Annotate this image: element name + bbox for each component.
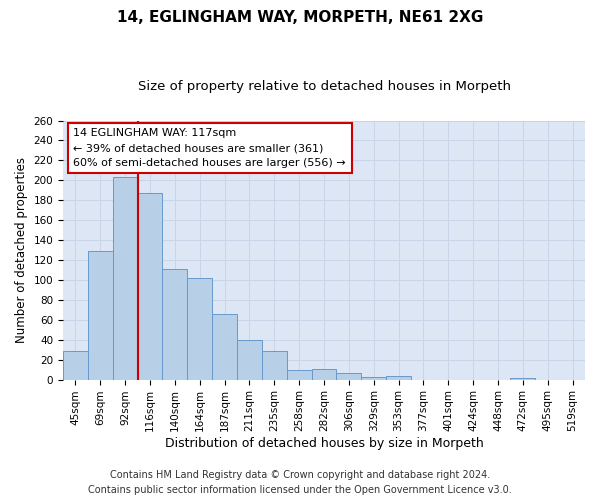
Bar — [137, 194, 163, 380]
Y-axis label: Number of detached properties: Number of detached properties — [15, 157, 28, 343]
Bar — [88, 251, 113, 380]
Bar — [262, 350, 287, 380]
Bar — [212, 314, 237, 380]
Bar — [511, 378, 535, 380]
Bar — [63, 350, 88, 380]
Text: 14, EGLINGHAM WAY, MORPETH, NE61 2XG: 14, EGLINGHAM WAY, MORPETH, NE61 2XG — [117, 10, 483, 25]
Text: 14 EGLINGHAM WAY: 117sqm
← 39% of detached houses are smaller (361)
60% of semi-: 14 EGLINGHAM WAY: 117sqm ← 39% of detach… — [73, 128, 346, 168]
Bar — [113, 178, 137, 380]
Bar — [361, 376, 386, 380]
Bar — [337, 372, 361, 380]
Bar — [163, 269, 187, 380]
Text: Contains HM Land Registry data © Crown copyright and database right 2024.
Contai: Contains HM Land Registry data © Crown c… — [88, 470, 512, 495]
Bar — [311, 368, 337, 380]
Title: Size of property relative to detached houses in Morpeth: Size of property relative to detached ho… — [137, 80, 511, 93]
Bar — [287, 370, 311, 380]
Bar — [237, 340, 262, 380]
Bar — [187, 278, 212, 380]
Bar — [386, 376, 411, 380]
X-axis label: Distribution of detached houses by size in Morpeth: Distribution of detached houses by size … — [164, 437, 484, 450]
